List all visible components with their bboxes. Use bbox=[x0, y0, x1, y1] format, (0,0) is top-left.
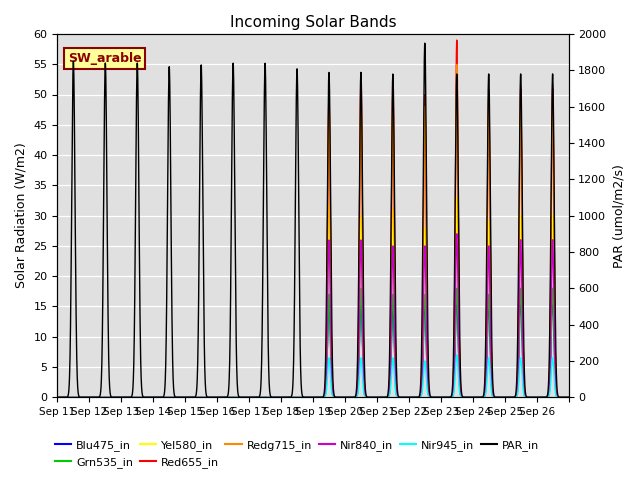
Legend: Blu475_in, Grn535_in, Yel580_in, Red655_in, Redg715_in, Nir840_in, Nir945_in, PA: Blu475_in, Grn535_in, Yel580_in, Red655_… bbox=[51, 436, 543, 472]
Y-axis label: Solar Radiation (W/m2): Solar Radiation (W/m2) bbox=[15, 143, 28, 288]
Title: Incoming Solar Bands: Incoming Solar Bands bbox=[230, 15, 396, 30]
Y-axis label: PAR (umol/m2/s): PAR (umol/m2/s) bbox=[612, 164, 625, 267]
Text: SW_arable: SW_arable bbox=[68, 52, 141, 65]
